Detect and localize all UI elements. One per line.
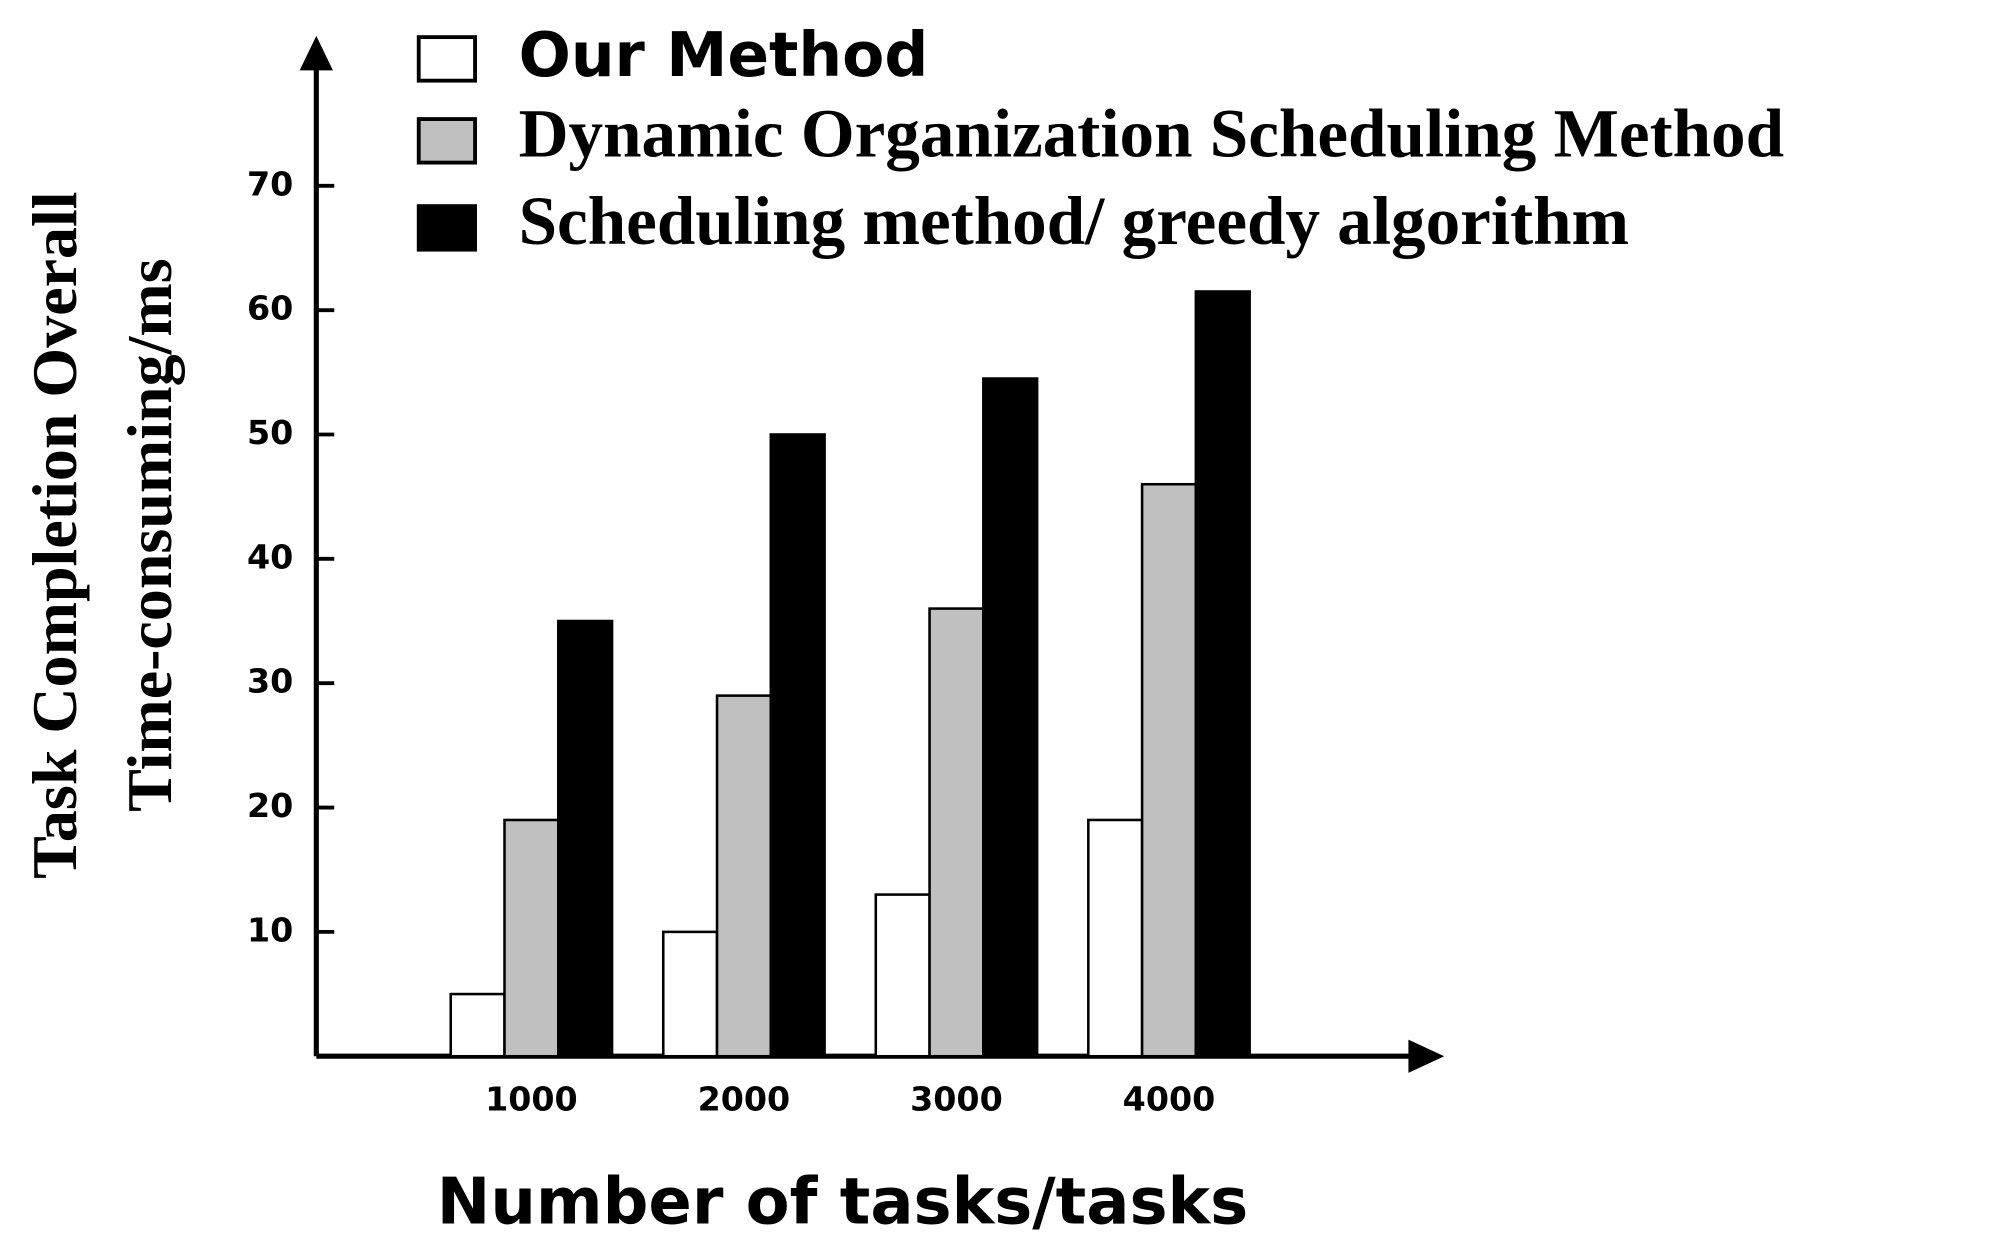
y-axis-arrow <box>299 35 333 71</box>
legend-label: Our Method <box>519 20 929 91</box>
legend-swatch <box>416 35 477 83</box>
y-axis-label: Time-consuming/ms <box>114 258 185 812</box>
y-tick-label: 30 <box>247 662 293 701</box>
y-tick-label: 40 <box>247 537 293 576</box>
bar <box>715 694 773 1058</box>
x-axis-label: Number of tasks/tasks <box>437 1166 1248 1240</box>
bar <box>1140 482 1198 1058</box>
y-tick-label: 50 <box>247 413 293 452</box>
y-tick-label: 20 <box>247 786 293 825</box>
x-tick-label: 4000 <box>1123 1080 1216 1119</box>
bar <box>449 992 506 1058</box>
legend-swatch <box>416 204 477 252</box>
y-axis-label: Task Completion Overall <box>19 191 90 878</box>
x-tick-label: 2000 <box>698 1080 791 1119</box>
legend-swatch <box>416 117 477 165</box>
bar <box>1194 290 1251 1058</box>
legend-label: Scheduling method/ greedy algorithm <box>519 182 1630 259</box>
bar <box>557 619 614 1058</box>
bar <box>1087 818 1144 1058</box>
y-tick-label: 10 <box>247 910 293 949</box>
y-tick-label: 60 <box>247 289 293 328</box>
legend-label: Dynamic Organization Scheduling Method <box>519 95 1784 172</box>
bar <box>928 607 985 1058</box>
bar <box>769 433 826 1058</box>
bar <box>982 377 1039 1058</box>
bar <box>874 893 931 1058</box>
bar <box>503 818 560 1058</box>
x-tick-label: 1000 <box>485 1080 578 1119</box>
bar <box>661 930 719 1058</box>
y-tick-label: 70 <box>247 164 293 203</box>
x-tick-label: 3000 <box>910 1080 1003 1119</box>
x-axis-arrow <box>1408 1039 1445 1073</box>
